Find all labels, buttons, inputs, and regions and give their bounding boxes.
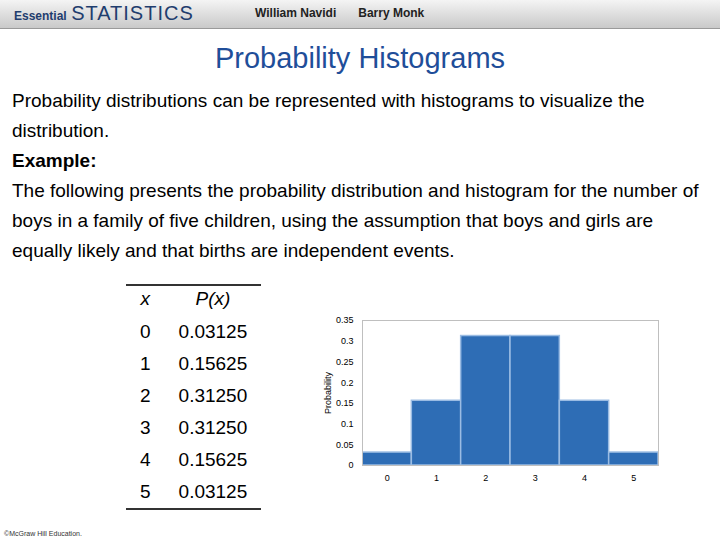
svg-text:3: 3 [533, 473, 538, 483]
html-text:0.03125: 0.03125 [178, 321, 248, 342]
svg-text:0.2: 0.2 [341, 378, 354, 388]
svg-text:2: 2 [483, 473, 488, 483]
html-text:0: 0 [140, 321, 151, 342]
svg-text:5: 5 [631, 473, 636, 483]
html-text:Essential STATISTICS: Essential STATISTICS [14, 2, 194, 24]
svg-text:1: 1 [434, 473, 439, 483]
html-text:Example:: Example: [12, 150, 97, 171]
svg-text:0.3: 0.3 [341, 336, 354, 346]
html-text:The following presents the pro: The following presents the probability d… [12, 180, 699, 261]
html-text:Probability distributions can: Probability distributions can be represe… [12, 90, 645, 141]
html-text:0.15625: 0.15625 [178, 353, 248, 374]
html-text:4: 4 [140, 449, 151, 470]
svg-text:4: 4 [582, 473, 587, 483]
html-text:P(x): P(x) [195, 288, 231, 309]
html-text:1: 1 [140, 353, 151, 374]
html-text:5: 5 [140, 481, 151, 502]
svg-text:0.35: 0.35 [336, 315, 354, 325]
html-text:©McGraw Hill Education.: ©McGraw Hill Education. [4, 530, 82, 537]
html-text:0.15625: 0.15625 [178, 449, 248, 470]
html-text:3: 3 [140, 417, 151, 438]
svg-text:0: 0 [348, 460, 353, 470]
svg-text:0.15: 0.15 [336, 398, 354, 408]
svg-text:0.25: 0.25 [336, 357, 354, 367]
html-text:x: x [140, 288, 150, 309]
svg-text:0: 0 [385, 473, 390, 483]
html-text:Probability Histograms: Probability Histograms [214, 42, 505, 74]
html-text:0.31250: 0.31250 [178, 417, 248, 438]
html-text:Barry Monk: Barry Monk [358, 6, 425, 20]
svg-text:0.1: 0.1 [341, 419, 354, 429]
html-text:0.03125: 0.03125 [178, 481, 248, 502]
html-text:William Navidi: William Navidi [255, 6, 337, 20]
svg-text:0.05: 0.05 [336, 440, 354, 450]
html-text:2: 2 [140, 385, 151, 406]
svg-text:Probability: Probability [323, 371, 333, 414]
html-text:0.31250: 0.31250 [178, 385, 248, 406]
